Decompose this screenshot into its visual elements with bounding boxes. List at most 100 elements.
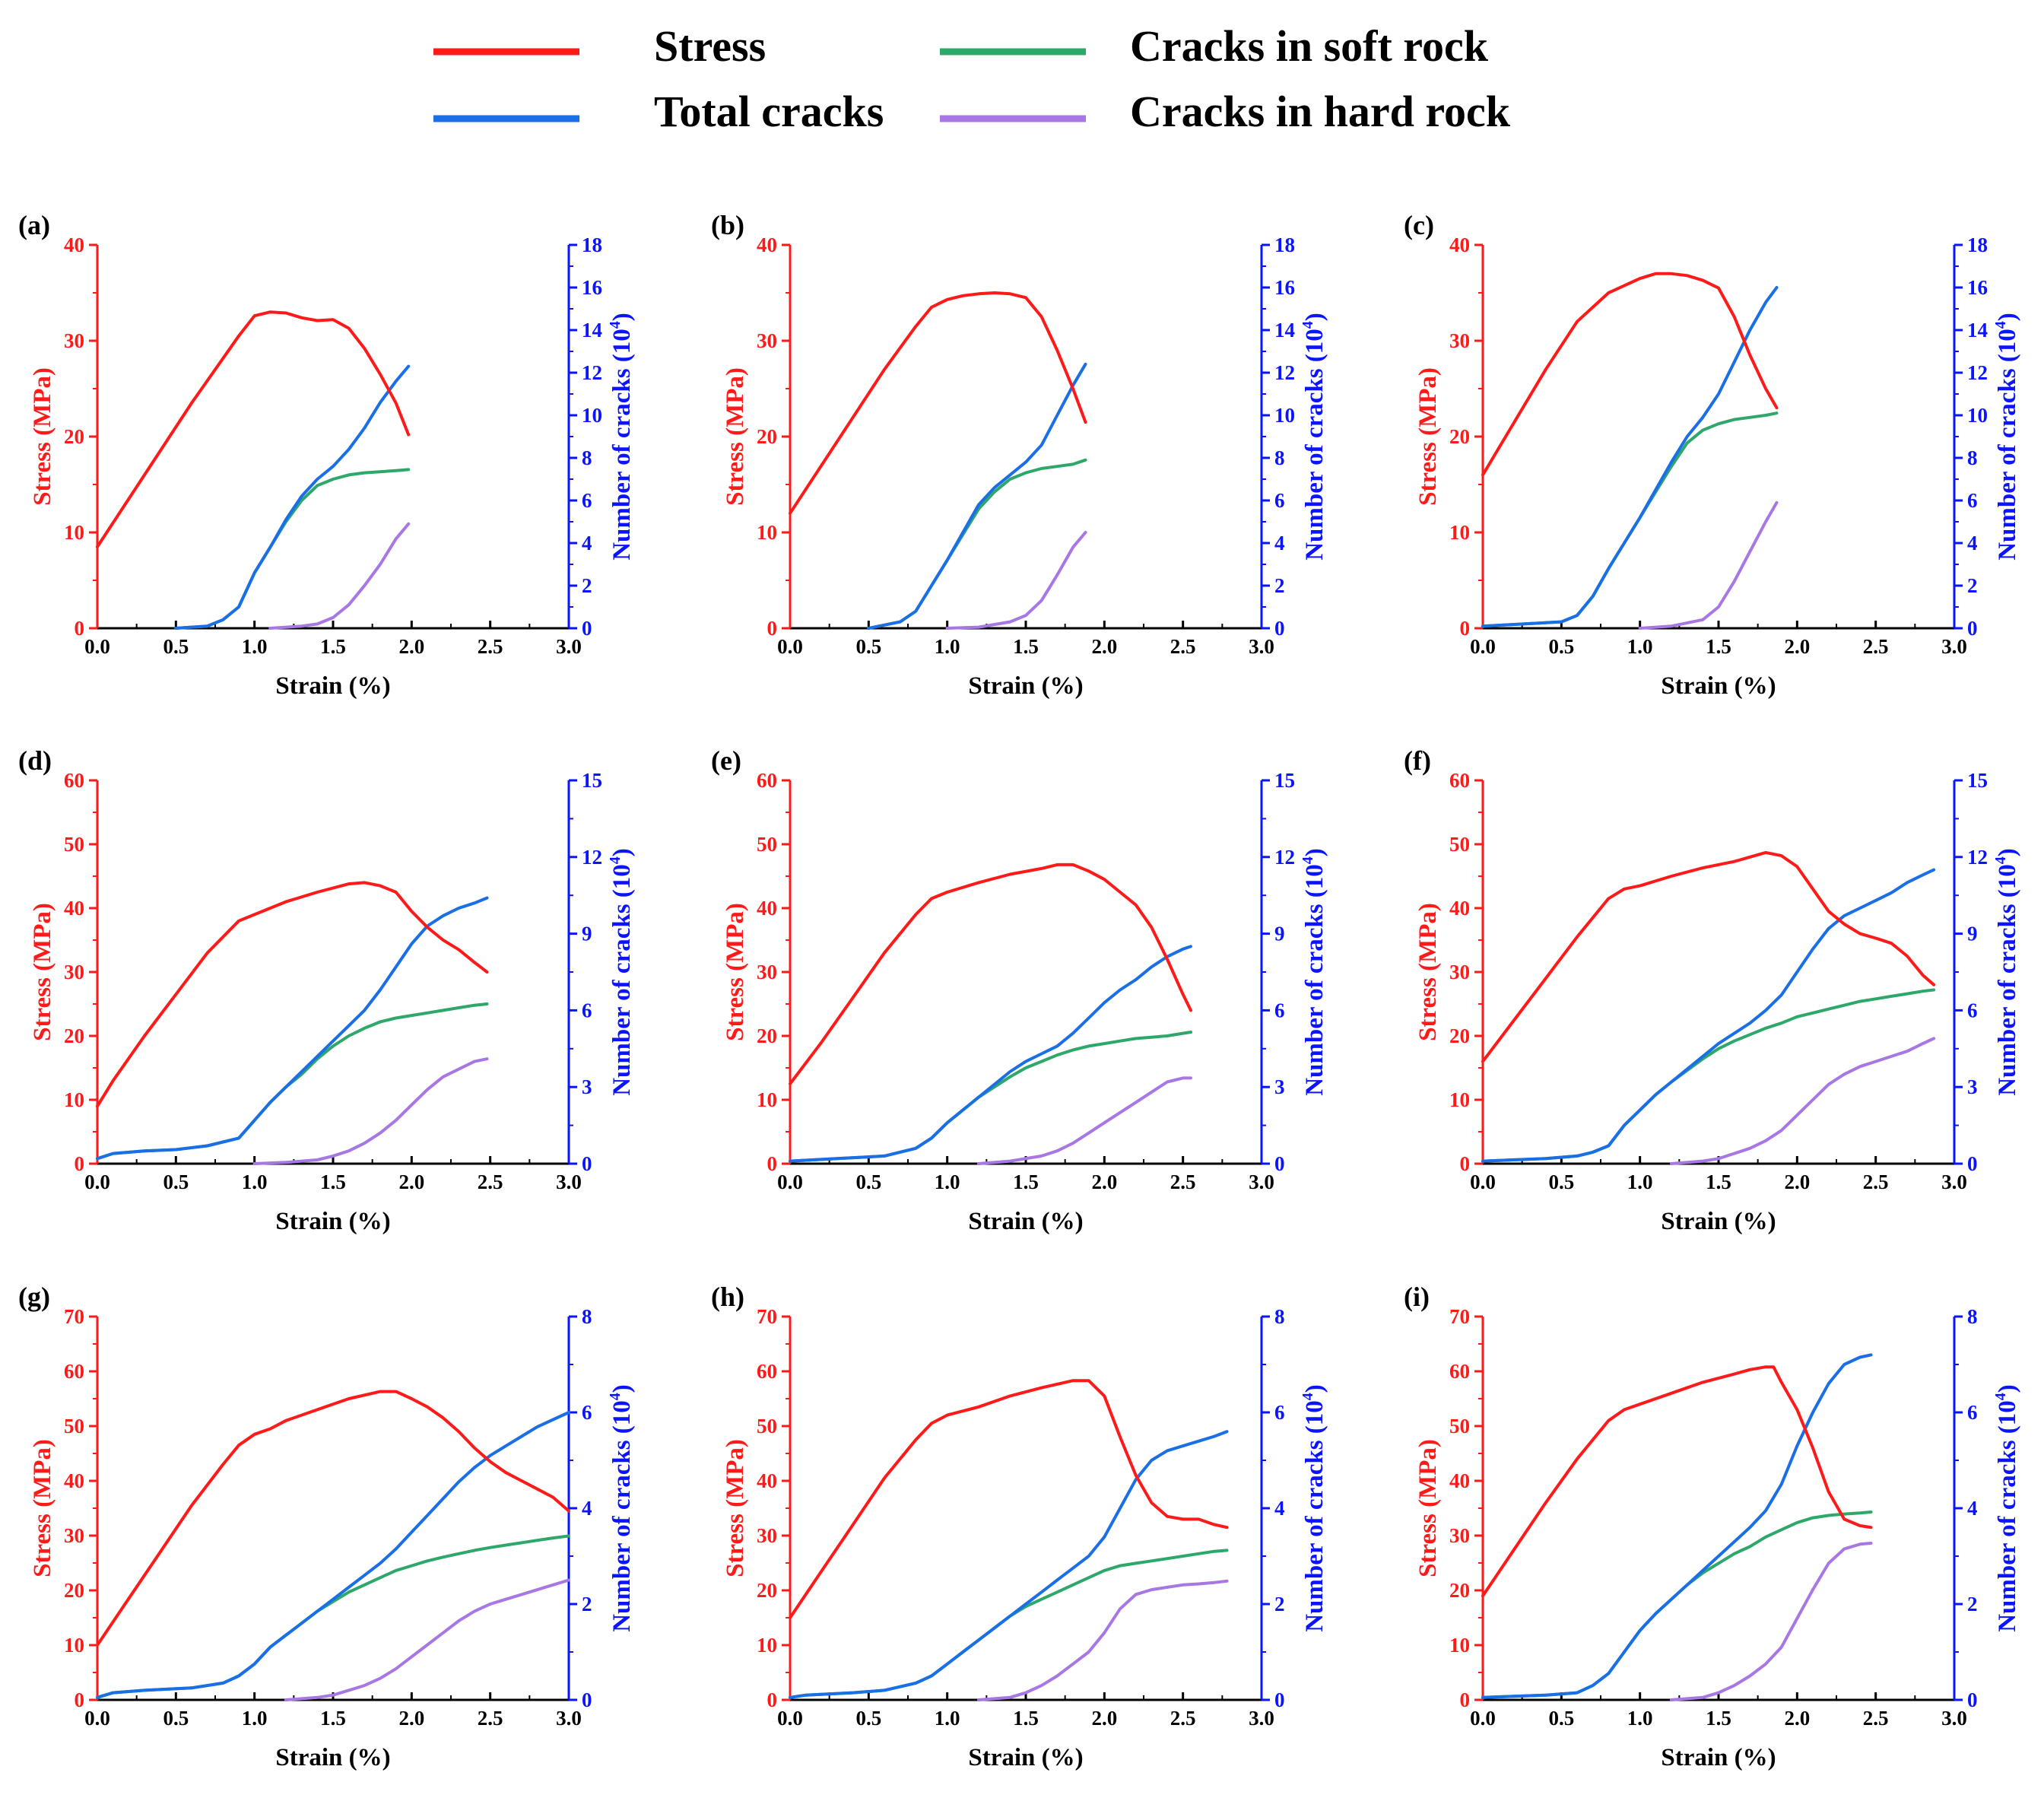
legend-label-total-cracks: Total cracks bbox=[654, 87, 884, 136]
right-y-tick-label: 18 bbox=[1274, 233, 1295, 256]
x-tick-label: 0.0 bbox=[84, 1707, 110, 1730]
x-tick-label: 1.0 bbox=[242, 1171, 268, 1193]
left-y-tick-label: 30 bbox=[757, 1524, 777, 1547]
right-y-tick-label: 16 bbox=[1967, 276, 1988, 299]
right-y-tick-label: 2 bbox=[1967, 1593, 1978, 1615]
right-y-tick-label: 12 bbox=[582, 361, 602, 384]
left-y-tick-label: 60 bbox=[1449, 1360, 1470, 1383]
series-line-stress bbox=[1481, 272, 1779, 477]
x-axis-title: Strain (%) bbox=[275, 1208, 390, 1235]
right-y-tick-label: 4 bbox=[1967, 532, 1978, 554]
left-y-tick-label: 0 bbox=[767, 1152, 778, 1175]
right-y-tick-label: 8 bbox=[1967, 446, 1978, 469]
left-y-tick-label: 50 bbox=[757, 1415, 777, 1437]
series-line-stress bbox=[789, 1379, 1229, 1619]
left-y-tick-label: 40 bbox=[757, 233, 777, 256]
x-tick-label: 0.5 bbox=[1548, 1171, 1574, 1193]
right-y-tick-label: 6 bbox=[1274, 1401, 1285, 1424]
x-tick-label: 1.0 bbox=[242, 1707, 268, 1730]
x-tick-label: 0.5 bbox=[163, 1171, 189, 1193]
x-tick-label: 1.0 bbox=[935, 1171, 960, 1193]
panel-label: (c) bbox=[1404, 210, 1434, 240]
left-y-axis-title: Stress (MPa) bbox=[29, 903, 56, 1041]
right-y-tick-label: 4 bbox=[1967, 1497, 1978, 1520]
right-y-tick-label: 0 bbox=[1274, 1688, 1285, 1711]
chart-panel-f: (f) 0.0 0.5 1.0 1.5 2.0 2.5 3.0 Strain (%) 0 10 20 3… bbox=[1404, 745, 2021, 1235]
right-y-axis-title: Number of cracks (104) bbox=[607, 848, 636, 1096]
x-tick-label: 1.5 bbox=[1706, 1707, 1731, 1730]
left-y-tick-label: 10 bbox=[757, 1088, 777, 1111]
right-y-tick-label: 6 bbox=[1967, 999, 1978, 1021]
left-y-tick-label: 0 bbox=[767, 1688, 778, 1711]
right-y-tick-label: 0 bbox=[1274, 617, 1285, 640]
x-tick-label: 2.0 bbox=[1784, 1707, 1810, 1730]
right-y-axis-title: Number of cracks (104) bbox=[1992, 1384, 2021, 1632]
x-axis-title: Strain (%) bbox=[1661, 1744, 1776, 1771]
x-tick-label: 1.0 bbox=[1627, 1171, 1653, 1193]
right-y-tick-label: 12 bbox=[1967, 846, 1988, 869]
right-y-tick-label: 12 bbox=[1274, 846, 1295, 869]
x-tick-label: 3.0 bbox=[1249, 635, 1274, 658]
left-y-tick-label: 10 bbox=[757, 521, 777, 544]
right-y-tick-label: 8 bbox=[582, 1305, 592, 1328]
x-tick-label: 2.0 bbox=[1091, 1171, 1117, 1193]
left-y-tick-label: 20 bbox=[64, 1024, 84, 1047]
x-axis-title: Strain (%) bbox=[275, 672, 390, 700]
x-tick-label: 0.5 bbox=[855, 1171, 881, 1193]
left-y-tick-label: 40 bbox=[1449, 897, 1470, 920]
left-y-tick-label: 20 bbox=[757, 1579, 777, 1602]
x-tick-label: 1.5 bbox=[320, 1171, 346, 1193]
x-tick-label: 1.5 bbox=[1013, 1171, 1039, 1193]
right-y-tick-label: 14 bbox=[582, 319, 602, 341]
series-line-cracks-in-soft-rock bbox=[789, 1031, 1192, 1163]
right-y-tick-label: 14 bbox=[1967, 319, 1988, 341]
left-y-tick-label: 10 bbox=[757, 1634, 777, 1657]
series-line-total-cracks bbox=[174, 364, 411, 630]
left-y-tick-label: 60 bbox=[64, 769, 84, 792]
x-tick-label: 2.0 bbox=[1091, 1707, 1117, 1730]
panel-label: (g) bbox=[18, 1282, 50, 1312]
series-line-total-cracks bbox=[96, 1411, 570, 1699]
x-tick-label: 0.5 bbox=[855, 1707, 881, 1730]
right-y-axis-title: Number of cracks (104) bbox=[607, 313, 636, 561]
left-y-tick-label: 30 bbox=[1449, 329, 1470, 352]
chart-panel-e: (e) 0.0 0.5 1.0 1.5 2.0 2.5 3.0 Strain (%) 0 10 20 3… bbox=[711, 745, 1328, 1235]
x-axis-title: Strain (%) bbox=[275, 1744, 390, 1771]
x-tick-label: 1.5 bbox=[1706, 635, 1731, 658]
right-y-tick-label: 15 bbox=[1274, 769, 1295, 792]
right-y-tick-label: 15 bbox=[1967, 769, 1988, 792]
series-line-cracks-in-soft-rock bbox=[174, 468, 411, 630]
x-tick-label: 3.0 bbox=[1941, 1171, 1967, 1193]
right-y-tick-label: 6 bbox=[1274, 489, 1285, 512]
right-y-tick-label: 8 bbox=[582, 446, 592, 469]
x-tick-label: 2.0 bbox=[398, 1171, 424, 1193]
x-tick-label: 1.5 bbox=[320, 1707, 346, 1730]
left-y-axis-title: Stress (MPa) bbox=[722, 367, 749, 506]
legend-label-stress: Stress bbox=[654, 21, 766, 71]
x-tick-label: 3.0 bbox=[556, 635, 582, 658]
left-y-tick-label: 10 bbox=[1449, 1634, 1470, 1657]
x-axis-title: Strain (%) bbox=[1661, 1208, 1776, 1235]
x-tick-label: 3.0 bbox=[1941, 635, 1967, 658]
left-y-tick-label: 60 bbox=[64, 1360, 84, 1383]
series-line-cracks-in-soft-rock bbox=[96, 1534, 570, 1699]
right-y-tick-label: 2 bbox=[582, 574, 592, 597]
right-y-tick-label: 0 bbox=[1967, 1152, 1978, 1175]
right-y-tick-label: 10 bbox=[1274, 404, 1295, 427]
left-y-tick-label: 50 bbox=[757, 833, 777, 856]
x-tick-label: 3.0 bbox=[556, 1171, 582, 1193]
right-y-tick-label: 3 bbox=[1274, 1075, 1285, 1098]
left-y-tick-label: 30 bbox=[757, 329, 777, 352]
series-line-total-cracks bbox=[867, 362, 1087, 630]
right-y-tick-label: 12 bbox=[1274, 361, 1295, 384]
x-axis-title: Strain (%) bbox=[968, 672, 1083, 700]
left-y-tick-label: 10 bbox=[64, 1634, 84, 1657]
left-y-tick-label: 40 bbox=[757, 897, 777, 920]
x-tick-label: 2.0 bbox=[398, 635, 424, 658]
series-line-cracks-in-hard-rock bbox=[977, 1076, 1192, 1165]
series-line-total-cracks bbox=[789, 1430, 1229, 1699]
right-y-tick-label: 6 bbox=[582, 489, 592, 512]
